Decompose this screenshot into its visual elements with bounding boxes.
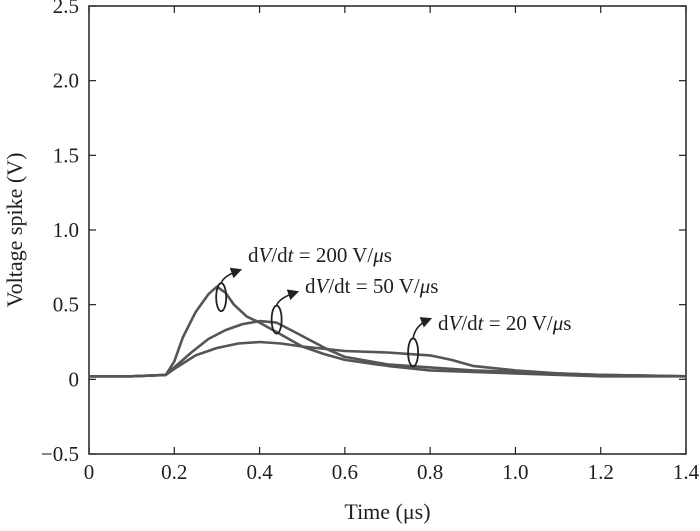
annotation-label: dV/dt = 200 V/μs <box>248 243 392 267</box>
annotation-ellipse <box>215 282 228 313</box>
annotation-arrow <box>275 289 300 306</box>
annotation-ellipse <box>270 304 283 335</box>
annotation-label-part: t <box>288 243 295 267</box>
annotation-label-part: V <box>259 243 274 267</box>
y-tick-label: 1.5 <box>53 143 79 167</box>
x-tick-label: 0.2 <box>161 460 187 484</box>
annotation-label-part: μ <box>552 311 564 335</box>
annotation-label-part: μ <box>372 243 384 267</box>
annotation-label-part: s <box>430 274 438 298</box>
annotation-label-part: s <box>384 243 392 267</box>
x-tick-label: 0.6 <box>332 460 358 484</box>
x-tick-label: 1.2 <box>588 460 614 484</box>
annotation-label-part: /d <box>461 311 478 335</box>
y-tick-label: 1.0 <box>53 218 79 242</box>
y-tick-label: −0.5 <box>41 442 79 466</box>
annotation-0: dV/dt = 200 V/μs <box>215 243 392 313</box>
x-tick-label: 0.4 <box>246 460 273 484</box>
annotation-label-part: μ <box>419 274 431 298</box>
annotation-label: dV/dt = 50 V/μs <box>305 274 438 298</box>
annotation-arrow <box>412 317 433 339</box>
x-tick-label: 1.4 <box>673 460 700 484</box>
annotation-label-part: V <box>449 311 464 335</box>
annotation-label: dV/dt = 20 V/μs <box>438 311 571 335</box>
annotation-label-part: d <box>248 243 259 267</box>
series-line-0 <box>89 285 686 378</box>
x-axis-title: Time (μs) <box>344 499 430 524</box>
annotation-label-part: /d <box>271 243 288 267</box>
series-line-2 <box>89 340 687 378</box>
y-tick-label: 2.0 <box>53 69 79 93</box>
annotation-label-part: V <box>316 274 331 298</box>
annotation-label-part: = 20 V/ <box>484 311 553 335</box>
y-axis-title: Voltage spike (V) <box>2 153 27 308</box>
plot-frame <box>88 5 687 455</box>
annotation-label-part: d <box>305 274 316 298</box>
x-tick-label: 1.0 <box>502 460 528 484</box>
annotation-1: dV/dt = 50 V/μs <box>270 274 438 335</box>
y-tick-label: 2.5 <box>53 0 79 18</box>
annotation-arrow <box>220 267 243 284</box>
annotation-label-part: t <box>478 311 485 335</box>
series-line-1 <box>89 319 687 378</box>
annotation-label-part: s <box>563 311 571 335</box>
annotation-label-part: /dt = <box>328 274 373 298</box>
annotation-label-part: d <box>438 311 449 335</box>
y-tick-label: 0 <box>69 367 80 391</box>
series-layer <box>89 285 687 378</box>
annotation-2: dV/dt = 20 V/μs <box>407 311 571 368</box>
annotation-label-part: 50 V/ <box>373 274 420 298</box>
annotation-ellipse <box>407 337 419 368</box>
annotation-label-part: = 200 V/ <box>294 243 374 267</box>
x-tick-label: 0.8 <box>417 460 443 484</box>
x-tick-label: 0 <box>84 460 95 484</box>
y-tick-label: 0.5 <box>53 293 79 317</box>
